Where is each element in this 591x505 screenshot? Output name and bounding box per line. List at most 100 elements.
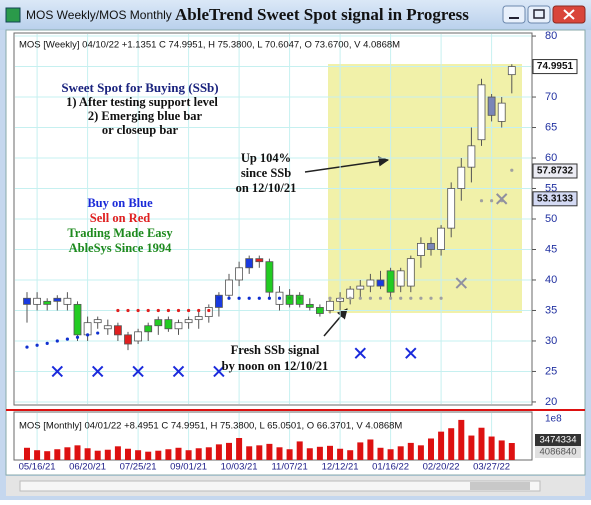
volume-bar xyxy=(64,447,71,460)
candle-body xyxy=(83,322,92,336)
candle-body xyxy=(103,325,112,330)
candle-body xyxy=(366,279,375,287)
y-tick-label: 45 xyxy=(545,243,557,255)
trend-dot xyxy=(166,308,170,313)
volume-bar xyxy=(24,447,30,460)
candle-body xyxy=(53,297,62,302)
annotation: 2) Emerging blue bar xyxy=(88,109,203,123)
volume-bar xyxy=(114,446,121,460)
trend-dot xyxy=(490,199,494,203)
minimize-button[interactable] xyxy=(502,5,526,24)
volume-bar xyxy=(498,440,505,460)
candle-body xyxy=(194,316,203,321)
x-marker xyxy=(132,365,144,378)
trend-dot xyxy=(176,308,181,313)
volume-bar xyxy=(256,445,263,460)
trend-dot xyxy=(187,308,191,313)
volume-bar xyxy=(478,427,485,460)
candle-body xyxy=(225,279,233,296)
candle-body xyxy=(33,297,41,305)
volume-bar xyxy=(54,449,61,460)
x-tick-label: 11/07/21 xyxy=(271,462,307,473)
maximize-button[interactable] xyxy=(527,5,551,24)
annotation: on 12/10/21 xyxy=(236,181,297,195)
candle-body xyxy=(356,285,365,290)
annotation: AbleSys Since 1994 xyxy=(69,241,173,255)
trend-dot xyxy=(368,296,372,300)
candle-body xyxy=(144,325,153,333)
trend-dot xyxy=(156,308,160,313)
volume-bar xyxy=(215,444,222,460)
scroll-thumb[interactable] xyxy=(470,482,530,490)
trend-dot xyxy=(328,296,332,300)
candle-body xyxy=(23,297,31,305)
volume-bar xyxy=(175,447,182,460)
trend-dot xyxy=(348,296,352,300)
app-icon xyxy=(5,7,21,23)
candle-body xyxy=(467,145,476,168)
x-tick-label: 05/16/21 xyxy=(19,462,56,473)
volume-bar xyxy=(246,446,253,460)
trend-dot xyxy=(439,296,443,300)
annotation: Trading Made Easy xyxy=(67,226,173,240)
annotation: Up 104% xyxy=(241,151,291,165)
volume-bar xyxy=(337,448,344,460)
volume-panel xyxy=(13,411,533,461)
trend-dot xyxy=(237,296,241,300)
volume-bar xyxy=(125,448,131,460)
candle-body xyxy=(93,319,102,324)
panel-header: MOS [Monthly] 04/01/22 +8.4951 C 74.9951… xyxy=(19,421,402,432)
candle-body xyxy=(265,261,274,293)
volume-bar xyxy=(205,447,212,460)
volume-tag xyxy=(535,446,581,458)
volume-tag-label: 3474334 xyxy=(540,435,577,446)
x-tick-label: 12/12/21 xyxy=(322,462,359,473)
volume-bar xyxy=(508,443,515,460)
trend-dot xyxy=(75,335,80,339)
volume-bar xyxy=(266,443,273,460)
volume-bar xyxy=(296,441,303,460)
scrollbar[interactable] xyxy=(19,480,541,492)
y-tick-label: 70 xyxy=(545,91,557,103)
trend-dot xyxy=(45,341,49,346)
y-tick-label: 30 xyxy=(545,335,557,347)
volume-bar xyxy=(165,449,172,460)
x-marker xyxy=(51,365,64,378)
trend-dot xyxy=(86,333,90,337)
candle-body xyxy=(326,300,334,311)
trend-dot xyxy=(277,296,282,300)
volume-bar xyxy=(387,449,394,460)
trend-dot xyxy=(207,308,211,313)
x-marker xyxy=(455,277,468,289)
trend-dot xyxy=(267,296,271,300)
volume-bar xyxy=(357,442,364,460)
volume-bar xyxy=(185,450,192,460)
y-tick-label: 35 xyxy=(545,304,557,316)
scale-label: 1e8 xyxy=(545,414,562,425)
candle-body xyxy=(427,242,435,250)
candle-body xyxy=(487,96,496,116)
y-tick-label: 20 xyxy=(545,396,557,408)
trend-dot xyxy=(409,296,413,300)
volume-bar xyxy=(488,436,495,460)
trend-dot xyxy=(399,296,403,300)
candle-body xyxy=(406,258,415,287)
trend-dot xyxy=(35,343,39,347)
trend-dot xyxy=(257,296,261,300)
candle-body xyxy=(245,258,254,269)
candle-body xyxy=(124,334,132,345)
headline: AbleTrend Sweet Spot signal in Progress xyxy=(175,5,469,24)
volume-bar xyxy=(306,448,313,460)
maximize-icon xyxy=(533,9,545,19)
candle-body xyxy=(376,279,385,287)
y-tick-label: 60 xyxy=(545,152,557,164)
volume-bar xyxy=(236,438,243,460)
volume-bar xyxy=(316,446,323,460)
volume-bar xyxy=(458,419,465,460)
annotation: or closeup bar xyxy=(102,123,179,137)
trend-dot xyxy=(378,296,383,300)
y-tick-label: 80 xyxy=(545,30,557,42)
volume-bar xyxy=(195,448,202,460)
y-tick-label: 40 xyxy=(545,274,557,286)
volume-bar xyxy=(74,445,81,460)
